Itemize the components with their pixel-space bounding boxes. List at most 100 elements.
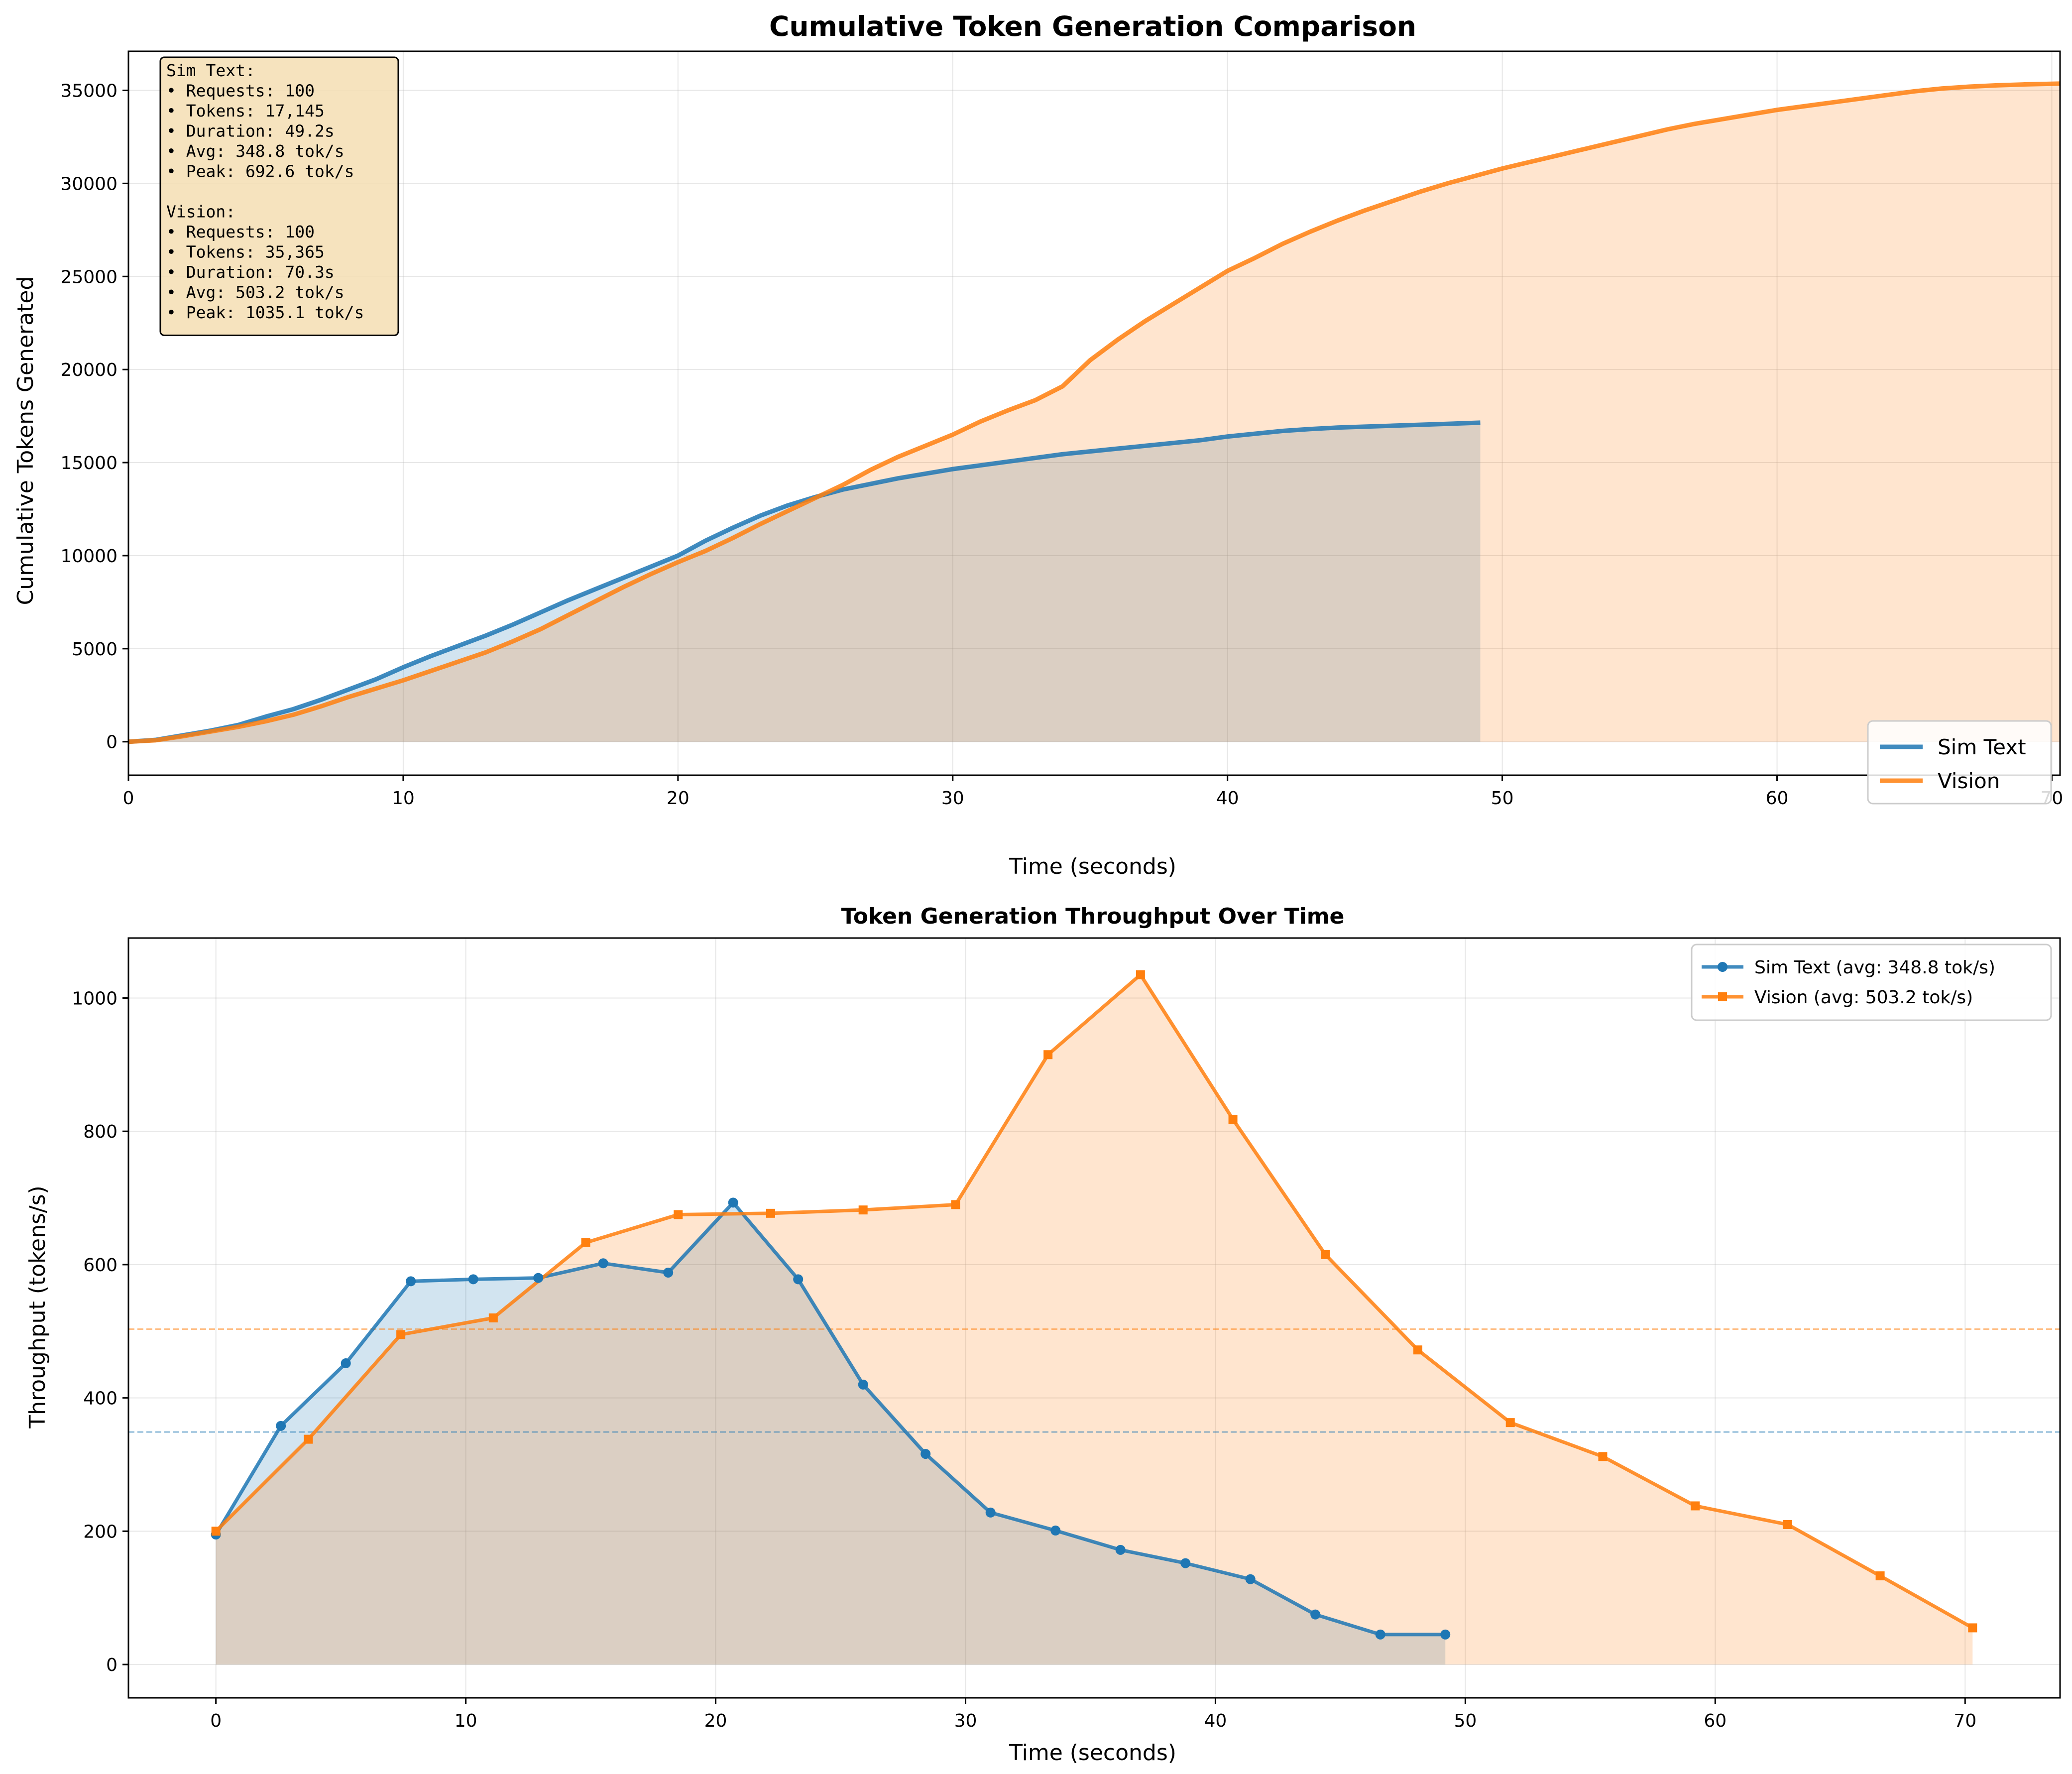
y-tick-label: 35000: [60, 81, 117, 101]
sim-text-data-point: [728, 1197, 738, 1208]
x-tick-label: 0: [210, 1711, 222, 1731]
vision-data-point: [581, 1238, 590, 1247]
plot-frame: [127, 50, 2061, 776]
sim-text-data-point: [1050, 1526, 1061, 1536]
sim-text-data-point: [276, 1420, 286, 1431]
vision-data-point: [1228, 1115, 1238, 1124]
x-axis-label: Time (seconds): [1009, 854, 1176, 879]
vision-line: [128, 81, 2061, 744]
x-tick-label: 40: [1216, 788, 1239, 809]
vision-data-point: [1875, 1571, 1885, 1581]
annotation-line: • Duration: 70.3s: [166, 262, 335, 282]
vision-data-point: [1783, 1520, 1792, 1529]
series-markers: [211, 970, 1977, 1640]
sim-text-data-point: [1115, 1544, 1126, 1555]
series-lines: [214, 973, 1974, 1637]
y-tick-label: 15000: [60, 453, 117, 473]
vision-data-point: [1968, 1623, 1977, 1633]
annotation-line: • Tokens: 17,145: [166, 101, 325, 120]
annotation-line: • Requests: 100: [166, 81, 315, 101]
vision-data-point: [1505, 1418, 1515, 1427]
vision-data-point: [1598, 1452, 1608, 1461]
sim-text-data-point: [1310, 1609, 1321, 1620]
sim-text-data-point: [341, 1358, 351, 1369]
y-tick-label: 10000: [60, 546, 117, 567]
vision-area: [128, 83, 2060, 742]
area-fills: [128, 83, 2060, 742]
y-axis-label: Throughput (tokens/s): [25, 1185, 50, 1429]
sim-text-data-point: [1245, 1574, 1256, 1584]
vision-data-point: [304, 1434, 313, 1444]
sim-text-data-point: [1375, 1629, 1385, 1640]
y-tick-label: 0: [106, 1655, 117, 1675]
legend-label: Sim Text (avg: 348.8 tok/s): [1754, 957, 1995, 978]
x-tick-label: 50: [1454, 1711, 1477, 1731]
vision-line: [215, 973, 1974, 1630]
vision-data-point: [1043, 1050, 1053, 1060]
vision-data-point: [1413, 1345, 1423, 1355]
sim-text-data-point: [985, 1507, 996, 1518]
sim-line: [128, 420, 1481, 744]
sim-area: [216, 1202, 1446, 1665]
x-tick-label: 10: [392, 788, 415, 809]
y-axis-label: Cumulative Tokens Generated: [13, 276, 38, 605]
sim-text-data-point: [533, 1273, 544, 1283]
legend: Sim Text Vision: [1867, 720, 2052, 805]
x-tick-label: 50: [1491, 788, 1514, 809]
legend: Sim Text (avg: 348.8 tok/s) Vision (avg: …: [1691, 944, 2052, 1021]
annotation-line: Sim Text:: [166, 61, 255, 80]
x-tick-label: 20: [667, 788, 690, 809]
x-tick-label: 0: [123, 788, 134, 809]
y-tick-label: 30000: [60, 174, 117, 194]
legend-label: Sim Text: [1938, 735, 2026, 759]
sim-text-data-point: [1180, 1558, 1191, 1568]
y-tick-label: 5000: [72, 639, 117, 660]
throughput-chart-panel: Token Generation Throughput Over Time 0 1…: [25, 904, 2061, 1766]
legend-marker: [1718, 962, 1727, 972]
legend-box: [1691, 944, 2052, 1021]
x-tick-label: 30: [954, 1711, 977, 1731]
vision-data-point: [396, 1330, 406, 1339]
x-tick-label: 60: [1704, 1711, 1727, 1731]
vision-data-point: [1691, 1501, 1700, 1511]
legend-label: Vision: [1938, 769, 2000, 793]
area-fills: [216, 974, 1973, 1665]
vision-data-point: [488, 1313, 498, 1322]
x-tick-label: 40: [1204, 1711, 1227, 1731]
annotation-line: • Peak: 1035.1 tok/s: [166, 303, 364, 322]
sim-text-data-point: [663, 1267, 674, 1278]
vision-data-point: [1321, 1250, 1330, 1259]
y-tick-label: 600: [83, 1255, 117, 1276]
vision-data-point: [211, 1527, 221, 1536]
x-tick-label: 30: [941, 788, 964, 809]
annotation-line: • Duration: 49.2s: [166, 121, 335, 141]
sim-text-data-point: [793, 1274, 804, 1285]
legend-label: Vision (avg: 503.2 tok/s): [1754, 987, 1973, 1008]
y-axis-ticks: 0 5000 10000 15000 20000 25000 30000 35000: [60, 81, 128, 753]
chart-title: Token Generation Throughput Over Time: [841, 904, 1345, 929]
vision-data-point: [858, 1205, 868, 1215]
y-axis-ticks: 0 200 400 600 800 1000: [72, 988, 128, 1675]
annotation-line: • Peak: 692.6 tok/s: [166, 162, 354, 181]
annotation-line: • Requests: 100: [166, 222, 315, 241]
grid: [128, 51, 2060, 775]
vision-data-point: [766, 1208, 775, 1218]
x-axis-label: Time (seconds): [1009, 1740, 1176, 1766]
sim-text-data-point: [598, 1258, 608, 1269]
y-tick-label: 400: [83, 1389, 117, 1409]
average-lines: [128, 1328, 2060, 1433]
y-tick-label: 800: [83, 1122, 117, 1142]
x-tick-label: 70: [1954, 1711, 1976, 1731]
vision-data-point: [674, 1210, 683, 1219]
y-tick-label: 25000: [60, 267, 117, 287]
sim-text-data-point: [406, 1276, 416, 1287]
x-tick-label: 20: [704, 1711, 727, 1731]
annotation-line: • Avg: 503.2 tok/s: [166, 283, 345, 302]
series-lines: [128, 81, 2061, 744]
y-tick-label: 20000: [60, 360, 117, 380]
vision-area: [216, 974, 1973, 1665]
sim-area: [128, 422, 1481, 742]
